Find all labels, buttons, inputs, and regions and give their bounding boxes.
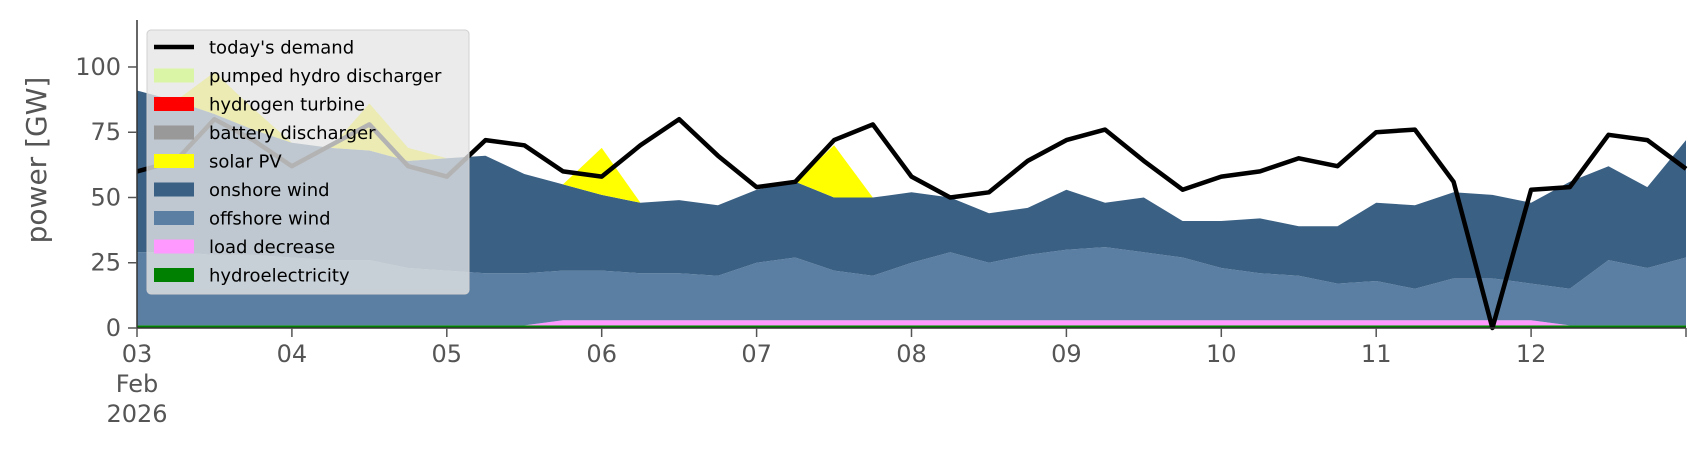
legend-swatch [154,211,194,225]
x-tick-label: 07 [741,340,772,368]
x-tick-label: 2026 [106,400,167,428]
legend-label: load decrease [209,237,335,258]
x-tick-label: 04 [277,340,308,368]
legend-label: hydrogen turbine [209,95,365,116]
y-tick-label: 100 [75,53,121,81]
x-tick-label: 03 [122,340,153,368]
legend-swatch [154,97,194,111]
legend: today's demand pumped hydro discharger hyd… [146,29,470,295]
area-onshore-wind [137,90,1686,289]
legend-swatch [154,182,194,197]
x-tick-label: Feb [116,370,159,398]
y-tick-label: 50 [90,183,121,211]
y-tick-label: 75 [90,118,121,146]
y-tick-label: 0 [106,314,121,342]
legend-swatch [154,268,194,282]
legend-swatch [154,239,194,254]
y-tick-label: 25 [90,249,121,277]
legend-label: onshore wind [209,180,330,201]
x-tick-label: 10 [1206,340,1237,368]
legend-swatch [154,68,194,83]
x-tick-label: 08 [896,340,927,368]
legend-label: solar PV [209,152,282,173]
legend-label: offshore wind [209,209,331,230]
legend-swatch [154,125,194,140]
legend-swatch [154,154,194,168]
area-offshore-wind [137,247,1686,326]
x-tick-label: 11 [1361,340,1392,368]
x-tick-label: 05 [432,340,463,368]
legend-label: today's demand [209,38,354,59]
x-tick-label: 12 [1516,340,1547,368]
x-tick-label: 06 [586,340,617,368]
y-axis-title: power [GW] [20,77,53,244]
legend-label: pumped hydro discharger [209,66,442,87]
legend-label: hydroelectricity [209,266,350,287]
legend-label: battery discharger [209,123,376,144]
x-tick-label: 09 [1051,340,1082,368]
area-load-decrease [137,320,1686,326]
legend-box [146,29,470,295]
